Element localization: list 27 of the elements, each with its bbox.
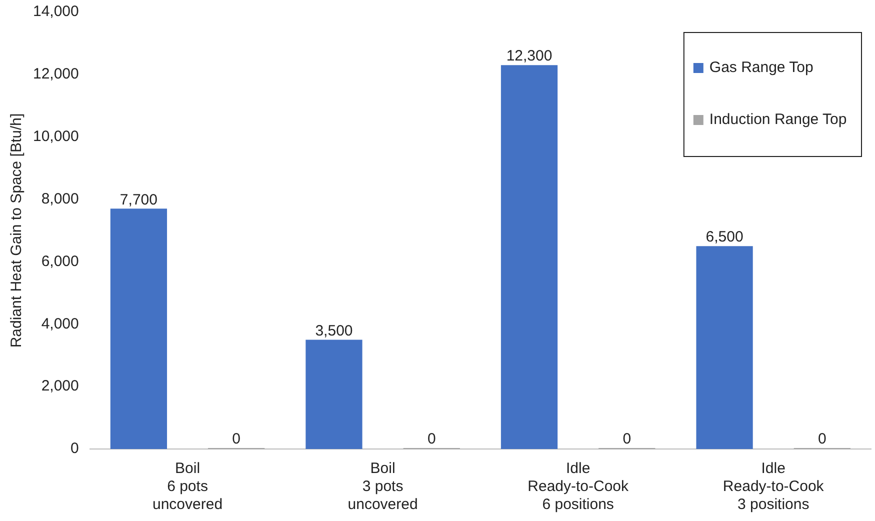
data-label: 0 [427, 430, 436, 448]
y-tick-label: 0 [70, 440, 79, 458]
y-tick-label: 10,000 [32, 128, 79, 145]
bar [306, 340, 362, 449]
legend-label: Induction Range Top [709, 111, 847, 128]
y-axis-title: Radiant Heat Gain to Space [Btu/h] [8, 113, 26, 348]
y-tick-label: 4,000 [41, 315, 79, 332]
bar [110, 208, 168, 449]
x-tick-label: Boil 3 pots uncovered [348, 460, 418, 514]
data-label: 3,500 [315, 322, 353, 340]
x-tick-label: Idle Ready-to-Cook 6 positions [528, 460, 630, 514]
y-tick-label: 8,000 [41, 190, 79, 208]
y-tick-label: 6,000 [41, 252, 79, 270]
bar [696, 246, 753, 449]
legend-label: Gas Range Top [709, 59, 814, 76]
data-label: 0 [232, 430, 241, 448]
bar [500, 65, 558, 449]
y-tick-label: 14,000 [32, 3, 79, 20]
data-label: 7,700 [120, 191, 158, 208]
x-tick-label: Boil 6 pots uncovered [152, 460, 223, 514]
data-label: 0 [818, 430, 826, 448]
x-tick-label: Idle Ready-to-Cook 3 positions [722, 460, 824, 514]
data-label: 12,300 [506, 48, 552, 65]
y-tick-label: 2,000 [41, 378, 79, 395]
y-tick-label: 12,000 [32, 66, 79, 83]
data-label: 6,500 [706, 228, 744, 246]
data-label: 0 [622, 430, 632, 448]
